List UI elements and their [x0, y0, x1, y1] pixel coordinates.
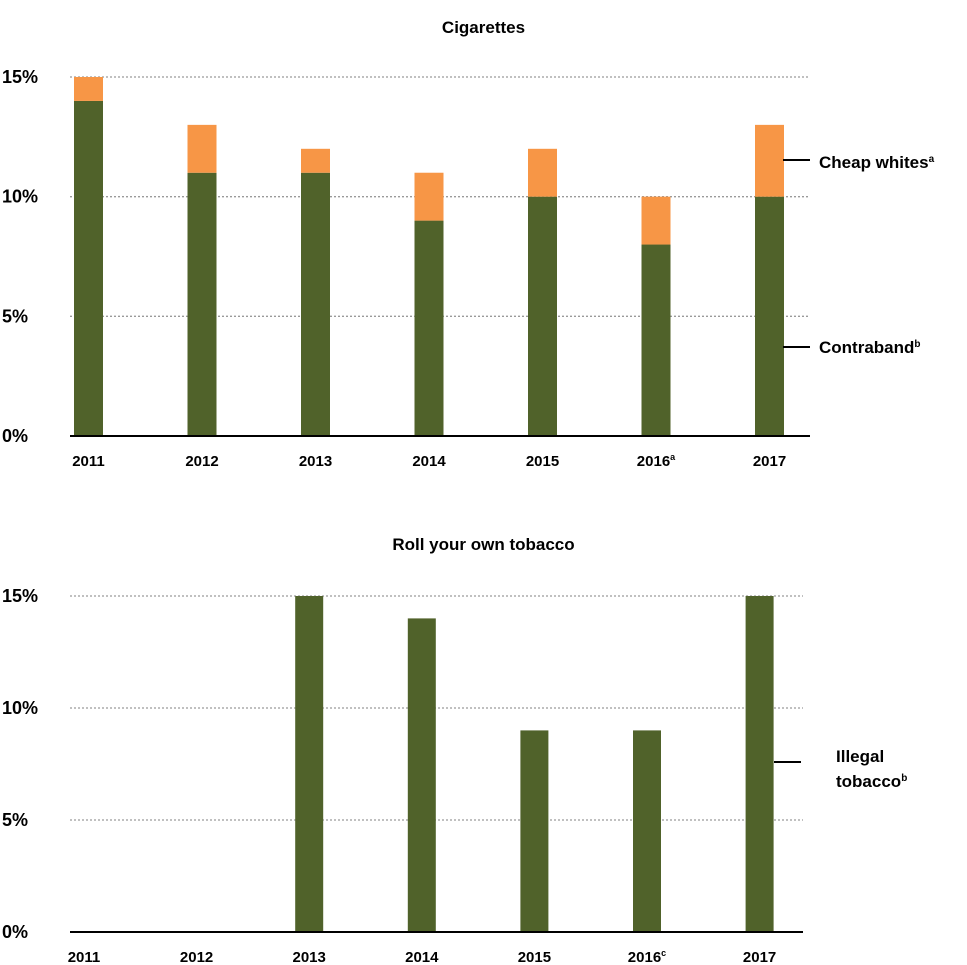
legend-cheap-whites: Cheap whitesa	[819, 149, 934, 174]
legend-illegal-tobacco: Illegal tobaccob	[836, 746, 907, 793]
chart-1-bar-2013-series-1	[301, 172, 330, 436]
chart-1-bar-2014-series-1	[414, 220, 444, 436]
chart-1-bar-2015-series-2	[528, 148, 557, 197]
chart-2-xtick-label: 2012	[180, 949, 213, 965]
chart-2-ytick-label: 0%	[2, 922, 28, 942]
chart-1-xtick-superscript: a	[670, 452, 676, 462]
chart-2-xtick-label: 2016c	[628, 948, 666, 965]
chart-2-bar-2016-series-1	[633, 730, 661, 932]
chart-2-ytick-label: 10%	[2, 698, 38, 718]
legend-illegal-label: Illegal	[836, 747, 885, 766]
chart-1-ytick-label: 5%	[2, 306, 28, 326]
chart-1-bar-2016-series-1	[641, 244, 671, 436]
chart-2-bar-2013-series-1	[295, 596, 324, 932]
chart-1-title: Cigarettes	[441, 18, 526, 37]
chart-1-xtick-label: 2014	[412, 453, 446, 470]
chart-2-bar-2015-series-1	[520, 730, 549, 932]
legend-tobacco-label: tobacco	[836, 772, 902, 791]
chart-2-xtick-label: 2017	[743, 949, 776, 965]
chart-1-bar-2012-series-1	[187, 172, 217, 436]
legend-contraband-label: Contraband	[819, 338, 915, 357]
chart-1-bar-2014-series-2	[414, 172, 444, 221]
chart-1-bar-2011-series-1	[74, 100, 103, 436]
chart-1-xtick-label: 2015	[526, 453, 559, 470]
chart-2-bar-2017-series-1	[745, 596, 774, 932]
chart-1-xtick-label: 2016a	[637, 452, 676, 470]
chart-2-xtick-label: 2014	[405, 949, 439, 965]
illegal-tobacco-leader-line	[774, 761, 801, 763]
chart-2-xtick-label: 2011	[68, 949, 101, 965]
cheap-whites-leader-line	[783, 159, 810, 161]
contraband-leader-line	[783, 346, 810, 348]
legend-contraband-sup: b	[914, 339, 921, 350]
chart-2-xtick-label: 2015	[518, 949, 551, 965]
legend-cheap-whites-label: Cheap whites	[819, 153, 929, 172]
chart-1-ytick-label: 15%	[2, 67, 38, 87]
legend-contraband: Contrabandb	[819, 334, 921, 359]
chart-1-bar-2017-series-2	[755, 124, 784, 197]
legend-illegal-tobacco-sup: b	[901, 773, 908, 784]
chart-2-xtick-superscript: c	[661, 948, 666, 958]
chart-2-title: Roll your own tobacco	[392, 535, 575, 554]
chart-1-bar-2017-series-1	[755, 196, 784, 436]
chart-2-ytick-label: 15%	[2, 586, 38, 606]
chart-1-xtick-label: 2011	[72, 453, 105, 470]
chart-2-ytick-label: 5%	[2, 810, 28, 830]
chart-1-bar-2016-series-2	[641, 196, 671, 245]
chart-1-xtick-label: 2012	[185, 453, 218, 470]
chart-1-xtick-label: 2013	[299, 453, 332, 470]
chart-2-bar-2014-series-1	[407, 618, 436, 932]
chart-1-ytick-label: 10%	[2, 187, 38, 207]
chart-1-xtick-label: 2017	[753, 453, 786, 470]
chart-1-bar-2013-series-2	[301, 148, 330, 173]
chart-1-bar-2012-series-2	[187, 124, 217, 173]
chart-1-ytick-label: 0%	[2, 426, 28, 446]
chart-2-xtick-label: 2013	[293, 949, 326, 965]
chart-1-bar-2015-series-1	[528, 196, 557, 436]
chart-1-bar-2011-series-2	[74, 77, 103, 101]
legend-cheap-whites-sup: a	[928, 154, 935, 165]
